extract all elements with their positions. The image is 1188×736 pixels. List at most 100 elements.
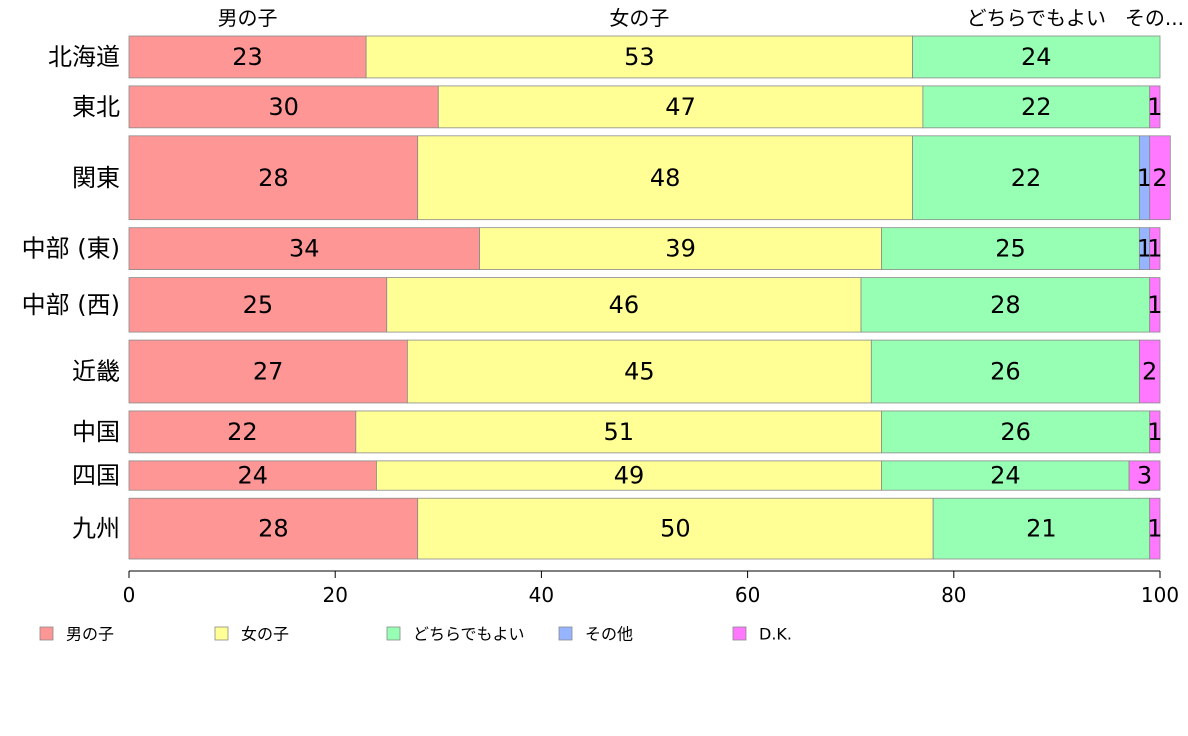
row-label: 九州 bbox=[72, 515, 120, 543]
row-label: 北海道 bbox=[48, 43, 120, 71]
x-tick-label: 80 bbox=[941, 583, 966, 607]
bar-segment bbox=[128, 339, 408, 404]
bar-value-label: 45 bbox=[624, 358, 655, 386]
bar-segment bbox=[365, 35, 913, 79]
bar-value-label: 34 bbox=[289, 235, 320, 263]
legend-label: 女の子 bbox=[241, 625, 289, 644]
x-axis: 0 20 40 60 80 100 bbox=[123, 570, 1179, 607]
bar-value-label: 24 bbox=[990, 462, 1021, 490]
bar-value-label: 39 bbox=[665, 235, 696, 263]
legend-swatch bbox=[732, 626, 747, 641]
bar-value-label: 30 bbox=[268, 93, 299, 121]
bar-value-label: 3 bbox=[1137, 462, 1152, 490]
legend-swatch bbox=[558, 626, 573, 641]
bar-segment bbox=[860, 277, 1151, 333]
bar-segment bbox=[128, 277, 388, 333]
x-tick-label: 0 bbox=[123, 583, 136, 607]
bar-segment bbox=[417, 135, 913, 221]
x-tick-label: 100 bbox=[1141, 583, 1179, 607]
legend-label: D.K. bbox=[759, 625, 792, 644]
bar-segment bbox=[932, 497, 1151, 560]
bar-segment bbox=[1149, 497, 1161, 560]
bar-value-label: 1 bbox=[1147, 235, 1162, 263]
bar-value-label: 46 bbox=[609, 291, 640, 319]
bar-segment bbox=[437, 85, 924, 129]
bar-value-label: 24 bbox=[1021, 43, 1052, 71]
x-tick-label: 20 bbox=[322, 583, 347, 607]
bar-value-label: 1 bbox=[1137, 164, 1152, 192]
bar-segment bbox=[128, 35, 367, 79]
bar-value-label: 48 bbox=[650, 164, 681, 192]
bar-value-label: 49 bbox=[614, 462, 645, 490]
bar-segment bbox=[870, 339, 1140, 404]
legend-swatch bbox=[214, 626, 229, 641]
bar-value-label: 47 bbox=[665, 93, 696, 121]
row-label: 近畿 bbox=[72, 358, 120, 386]
top-category-label: 男の子 bbox=[218, 6, 278, 30]
legend-swatch bbox=[386, 626, 401, 641]
bar-value-label: 26 bbox=[990, 358, 1021, 386]
bar-segment bbox=[417, 497, 934, 560]
bar-segment bbox=[128, 460, 377, 491]
bar-value-label: 51 bbox=[603, 418, 634, 446]
top-category-label: その... bbox=[1125, 6, 1184, 30]
legend: 男の子 女の子 どちらでもよい その他 D.K. bbox=[39, 625, 792, 644]
bar-segment bbox=[1149, 85, 1161, 129]
bar-value-label: 2 bbox=[1152, 164, 1167, 192]
bar-segment bbox=[1149, 135, 1171, 221]
row-label: 中部 (東) bbox=[22, 235, 120, 263]
bar-value-label: 1 bbox=[1147, 515, 1162, 543]
bar-segment bbox=[912, 35, 1161, 79]
bar-value-label: 27 bbox=[253, 358, 284, 386]
x-tick-label: 40 bbox=[529, 583, 554, 607]
bar-value-label: 1 bbox=[1147, 291, 1162, 319]
bar-value-label: 53 bbox=[624, 43, 655, 71]
bar-value-label: 23 bbox=[232, 43, 263, 71]
bar-value-label: 25 bbox=[995, 235, 1026, 263]
x-tick-label: 60 bbox=[735, 583, 760, 607]
bar-segment bbox=[881, 410, 1151, 454]
legend-label: 男の子 bbox=[66, 625, 114, 644]
top-category-labels: 男の子 女の子 どちらでもよい その... bbox=[218, 6, 1184, 30]
bar-segment bbox=[386, 277, 862, 333]
bar-value-label: 1 bbox=[1147, 93, 1162, 121]
row-label: 関東 bbox=[72, 164, 120, 192]
row-label: 中部 (西) bbox=[22, 291, 120, 319]
top-category-label: 女の子 bbox=[609, 6, 669, 30]
bar-segment bbox=[128, 85, 439, 129]
bar-value-label: 22 bbox=[1011, 164, 1042, 192]
row-label: 四国 bbox=[72, 462, 120, 490]
bar-value-label: 28 bbox=[990, 291, 1021, 319]
bar-segment bbox=[1138, 339, 1161, 404]
bar-segment bbox=[1149, 277, 1161, 333]
bar-segment bbox=[912, 135, 1140, 221]
bar-segment bbox=[1149, 227, 1161, 270]
bar-value-label: 28 bbox=[258, 515, 289, 543]
bar-segment bbox=[376, 460, 883, 491]
bar-segment bbox=[1149, 410, 1161, 454]
bar-segment bbox=[922, 85, 1151, 129]
bar-value-label: 22 bbox=[227, 418, 258, 446]
bar-segment bbox=[128, 410, 357, 454]
bar-segment bbox=[128, 497, 419, 560]
bar-value-label: 22 bbox=[1021, 93, 1052, 121]
bar-value-label: 2 bbox=[1142, 358, 1157, 386]
bar-segment bbox=[1128, 460, 1161, 491]
bar-value-label: 1 bbox=[1147, 418, 1162, 446]
row-label: 東北 bbox=[72, 93, 120, 121]
bar-value-label: 50 bbox=[660, 515, 691, 543]
bar-segment bbox=[881, 227, 1140, 270]
bar-value-label: 21 bbox=[1026, 515, 1057, 543]
legend-label: その他 bbox=[585, 625, 633, 644]
top-category-label: どちらでもよい bbox=[967, 6, 1106, 30]
bar-segment bbox=[128, 135, 419, 221]
bar-segment bbox=[479, 227, 883, 270]
legend-label: どちらでもよい bbox=[413, 625, 525, 644]
bar-value-label: 1 bbox=[1137, 235, 1152, 263]
legend-swatch bbox=[39, 626, 54, 641]
row-label: 中国 bbox=[72, 418, 120, 446]
bar-value-label: 28 bbox=[258, 164, 289, 192]
